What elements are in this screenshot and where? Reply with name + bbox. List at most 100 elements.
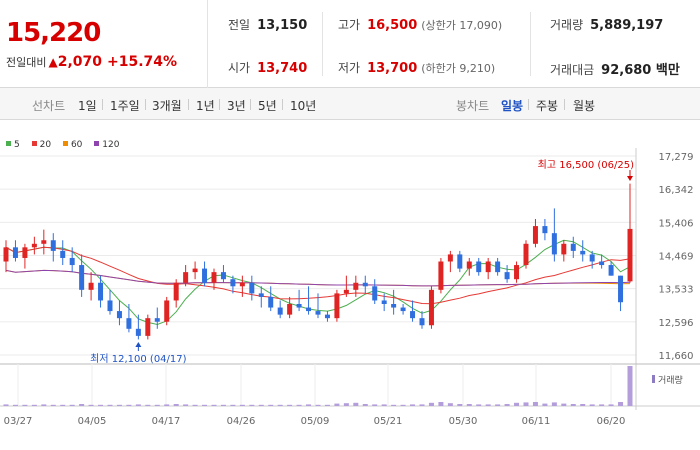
- y-tick-label: 11,660: [659, 351, 694, 362]
- stat-trade-amount: 거래대금 92,680 백만: [550, 63, 680, 78]
- tab-daily[interactable]: 일봉: [501, 99, 524, 113]
- candle-body: [135, 328, 141, 336]
- volume-bar: [542, 403, 548, 406]
- volume-bar: [31, 404, 37, 406]
- volume-bar: [561, 403, 567, 406]
- volume-bar: [88, 404, 94, 406]
- tab-1w[interactable]: 1주일: [110, 99, 140, 113]
- volume-bar: [116, 404, 122, 406]
- volume-bar: [457, 404, 463, 406]
- volume-bar: [173, 404, 179, 406]
- volume-bar: [60, 404, 66, 406]
- tab-monthly[interactable]: 월봉: [573, 99, 596, 113]
- candle-body: [230, 279, 236, 287]
- legend-ma20: 20: [31, 140, 51, 150]
- tab-1d[interactable]: 1일: [78, 99, 97, 113]
- candle-body: [107, 300, 113, 312]
- up-arrow-icon: ▲: [48, 55, 58, 69]
- volume-bar: [514, 402, 520, 406]
- volume-bar: [438, 402, 444, 406]
- candle-body: [627, 228, 633, 282]
- tab-10y[interactable]: 10년: [290, 99, 317, 113]
- candle-body: [12, 247, 18, 258]
- candle-body: [69, 257, 75, 266]
- tab-weekly[interactable]: 주봉: [536, 99, 559, 113]
- volume-bar: [258, 404, 264, 406]
- x-tick-label: 05/21: [374, 416, 403, 427]
- candle-body: [50, 240, 56, 251]
- volume-bar: [202, 404, 208, 406]
- candle-body: [457, 254, 463, 269]
- low-annotation: 최저 12,100 (04/17): [90, 353, 186, 365]
- candle-body: [173, 282, 179, 301]
- volume-bar: [192, 404, 198, 406]
- volume-bar: [372, 404, 378, 406]
- candle-body: [400, 307, 406, 312]
- volume-bar: [98, 404, 104, 406]
- volume-bar: [343, 403, 349, 406]
- volume-bar: [268, 404, 274, 406]
- candle-body: [79, 265, 85, 290]
- volume-bar: [476, 404, 482, 406]
- volume-bar: [334, 403, 340, 406]
- volume-bar: [79, 404, 85, 406]
- candle-body: [306, 307, 312, 312]
- volume-bar: [211, 404, 217, 406]
- volume-bar: [485, 404, 491, 406]
- high-annotation: 최고 16,500 (06/25): [538, 159, 634, 171]
- y-tick-label: 14,469: [659, 252, 694, 263]
- tab-3y[interactable]: 3년: [227, 99, 246, 113]
- volume-bar: [107, 404, 113, 406]
- candle-body: [154, 318, 160, 322]
- stat-open: 시가 13,740: [228, 61, 308, 76]
- volume-bar: [249, 404, 255, 406]
- candle-body: [410, 311, 416, 319]
- volume-bar: [419, 404, 425, 406]
- candle-body: [476, 261, 482, 273]
- candle-body: [551, 233, 557, 255]
- volume-bar: [220, 404, 226, 406]
- candle-body: [504, 272, 510, 280]
- volume-bar: [504, 404, 510, 406]
- change-amount: 2,070: [57, 54, 103, 70]
- volume-bar: [3, 404, 9, 406]
- volume-bar: [410, 404, 416, 406]
- stat-high: 고가 16,500 (상한가 17,090): [338, 18, 503, 33]
- candle-body: [362, 282, 368, 287]
- candle-body: [239, 282, 245, 287]
- candle-body: [324, 314, 330, 319]
- candle-body: [22, 247, 28, 258]
- volume-legend-swatch: [652, 375, 655, 383]
- stat-prev-close: 전일 13,150: [228, 18, 308, 33]
- tab-3m[interactable]: 3개월: [152, 99, 182, 113]
- volume-bar: [154, 404, 160, 406]
- volume-bar: [466, 404, 472, 406]
- divider: [322, 12, 323, 76]
- tab-5y[interactable]: 5년: [258, 99, 277, 113]
- candle-body: [145, 318, 151, 336]
- candle-body: [41, 240, 47, 244]
- candle-body: [287, 304, 293, 315]
- volume-legend-label: 거래량: [658, 374, 683, 386]
- y-tick-label: 16,342: [659, 185, 694, 196]
- candle-body: [466, 261, 472, 269]
- volume-bar: [126, 404, 132, 406]
- volume-bar: [608, 404, 614, 406]
- volume-bar: [428, 402, 434, 406]
- candle-body: [343, 289, 349, 294]
- candlestick-chart[interactable]: 17,279 16,342 15,406 14,469 13,533 12,596 11,6…: [0, 148, 700, 450]
- candle-body: [116, 311, 122, 319]
- volume-bar: [618, 402, 624, 406]
- candle-body: [249, 282, 255, 294]
- volume-bar: [50, 404, 56, 406]
- candle-body: [31, 243, 37, 248]
- volume-bar: [135, 404, 141, 406]
- x-tick-label: 04/17: [152, 416, 181, 427]
- tab-1y[interactable]: 1년: [196, 99, 215, 113]
- volume-bar: [589, 404, 595, 406]
- divider: [530, 12, 531, 76]
- legend-ma5: 5: [6, 140, 20, 150]
- volume-bar: [296, 404, 302, 406]
- price-box: 15,220 전일대비 ▲2,070 +15.74%: [0, 0, 208, 88]
- candle-body: [183, 272, 189, 283]
